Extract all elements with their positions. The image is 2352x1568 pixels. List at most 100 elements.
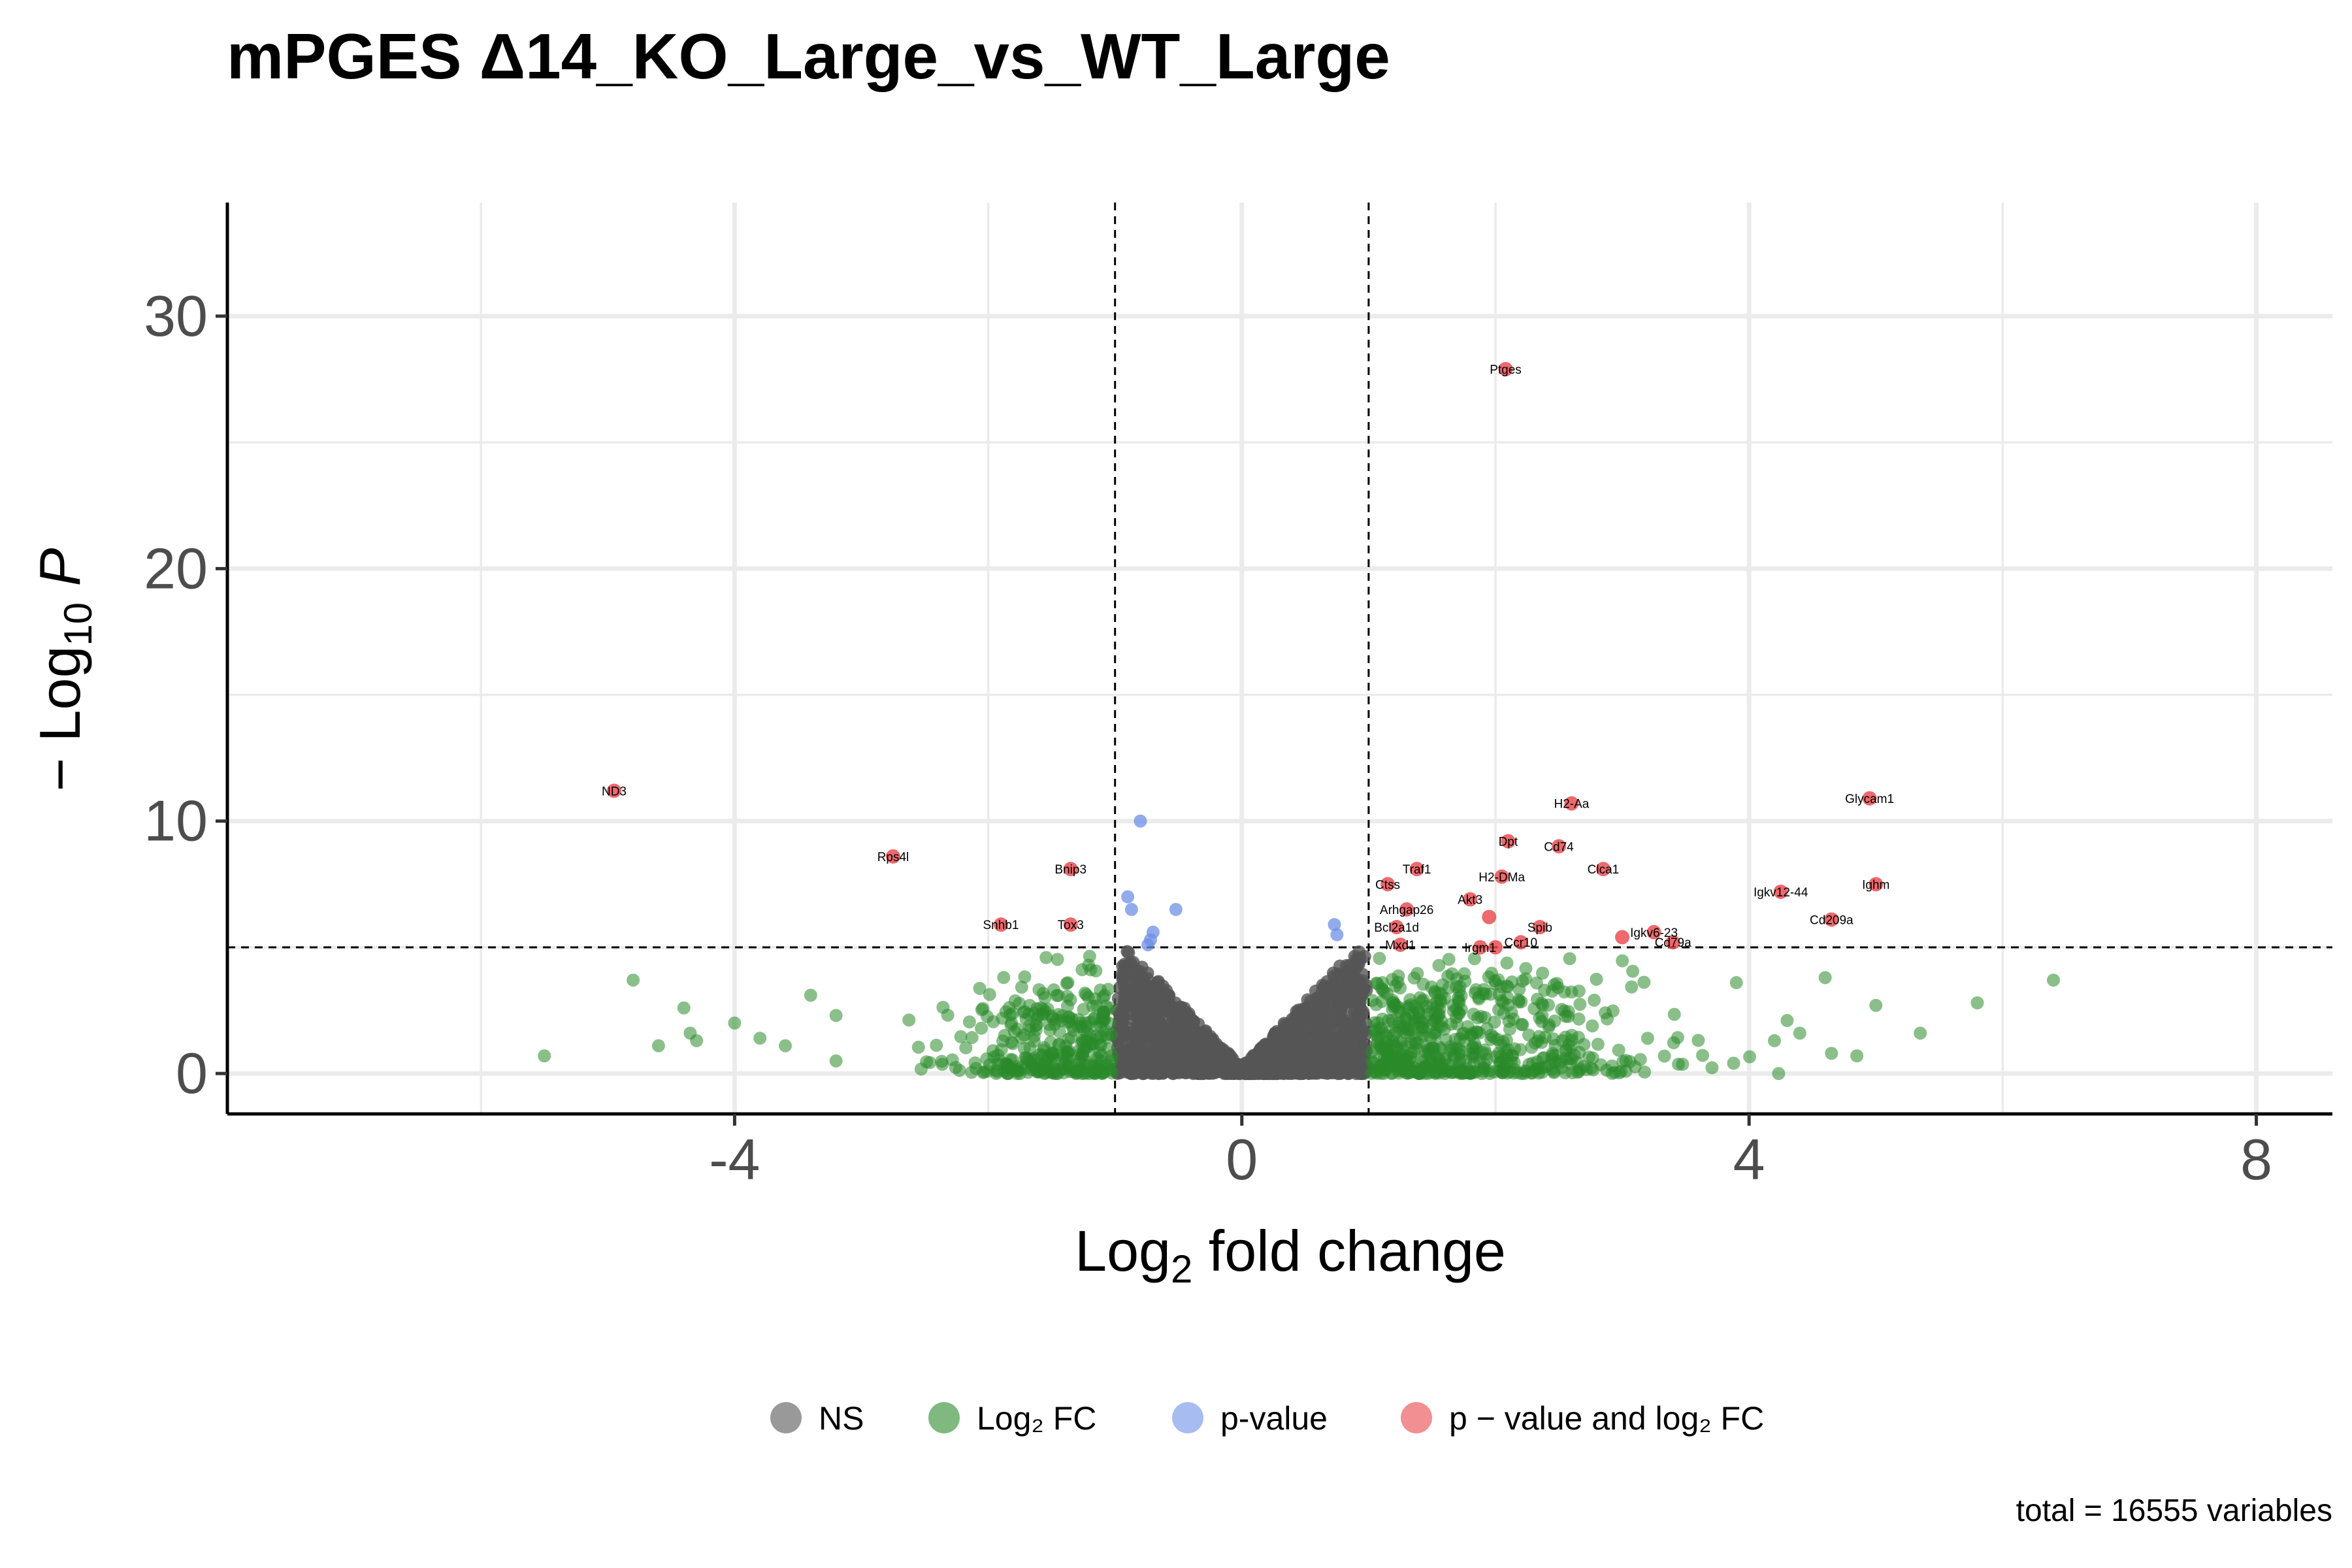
x-tick-label: 0 bbox=[1226, 1127, 1258, 1192]
chart-title: mPGES Δ14_KO_Large_vs_WT_Large bbox=[227, 20, 1390, 92]
log2fc-point bbox=[1571, 1056, 1584, 1070]
log2fc-point bbox=[1416, 977, 1430, 991]
log2fc-point bbox=[1625, 980, 1639, 994]
legend-label: p-value bbox=[1220, 1400, 1328, 1437]
gene-label: Bcl2a1d bbox=[1374, 921, 1419, 935]
log2fc-point bbox=[1051, 953, 1064, 966]
log2fc-point bbox=[1429, 1066, 1443, 1080]
caption: total = 16555 variables bbox=[2016, 1494, 2332, 1528]
pvalue-point bbox=[1121, 890, 1135, 904]
log2fc-point bbox=[1386, 1035, 1400, 1049]
log2fc-point bbox=[1082, 958, 1096, 972]
ns-point bbox=[1324, 985, 1338, 998]
log2fc-point bbox=[1616, 954, 1629, 968]
log2fc-point bbox=[1501, 998, 1515, 1012]
pvalue-point bbox=[1134, 814, 1147, 828]
log2fc-point bbox=[1772, 1067, 1786, 1081]
significant-point bbox=[1063, 917, 1078, 932]
ns-point bbox=[1317, 1021, 1331, 1034]
log2fc-point bbox=[953, 1064, 966, 1077]
legend-label: Log₂ FC bbox=[977, 1400, 1096, 1437]
ns-point bbox=[1290, 1055, 1303, 1069]
gene-label: ND3 bbox=[602, 785, 627, 798]
gene-label: Snhb1 bbox=[983, 919, 1019, 932]
log2fc-point bbox=[1422, 1005, 1435, 1019]
log2fc-point bbox=[1460, 1066, 1474, 1079]
log2fc-point bbox=[1696, 1049, 1710, 1062]
log2fc-point bbox=[627, 973, 640, 987]
log2fc-point bbox=[1103, 1001, 1117, 1015]
significant-points bbox=[606, 362, 1884, 955]
ns-point bbox=[1141, 972, 1154, 985]
log2fc-point bbox=[651, 1039, 665, 1053]
log2fc-point bbox=[1010, 1067, 1024, 1081]
gene-label: Ccr10 bbox=[1504, 936, 1537, 950]
log2fc-point bbox=[1412, 1006, 1426, 1020]
log2fc-point bbox=[1027, 1034, 1041, 1048]
significant-point bbox=[1389, 920, 1404, 935]
pvalue-point bbox=[1124, 902, 1138, 916]
log2fc-point bbox=[1103, 1054, 1117, 1068]
ns-point bbox=[1222, 1049, 1235, 1062]
log2fc-point bbox=[1060, 977, 1073, 990]
ns-point bbox=[1348, 1019, 1362, 1032]
gene-label: Clca1 bbox=[1588, 863, 1620, 877]
ns-point bbox=[1326, 966, 1340, 980]
pvalue-point bbox=[1169, 902, 1183, 916]
log2fc-point bbox=[1430, 1051, 1444, 1064]
log2fc-point bbox=[1386, 973, 1399, 987]
significant-point bbox=[1862, 791, 1877, 806]
log2fc-point bbox=[1641, 1032, 1654, 1045]
log2fc-point bbox=[1825, 1047, 1838, 1060]
ns-point bbox=[1155, 1037, 1169, 1051]
ns-point bbox=[1156, 1002, 1170, 1016]
gene-label: Rps4l bbox=[877, 851, 909, 864]
ns-point bbox=[1342, 1043, 1356, 1056]
ns-point bbox=[1353, 1046, 1367, 1060]
ns-point bbox=[1203, 1034, 1217, 1047]
log2fc-point bbox=[1018, 970, 1032, 984]
pvalue-point bbox=[1330, 928, 1344, 941]
log2fc-point bbox=[1032, 983, 1046, 996]
ns-point bbox=[1126, 996, 1139, 1009]
legend-swatch bbox=[928, 1402, 960, 1433]
log2fc-point bbox=[1394, 981, 1407, 995]
gene-label: H2-DMa bbox=[1478, 871, 1525, 885]
log2fc-point bbox=[1411, 966, 1424, 980]
log2fc-point bbox=[1850, 1049, 1864, 1063]
log2fc-point bbox=[1626, 964, 1640, 978]
log2fc-point bbox=[902, 1013, 916, 1027]
log2fc-point bbox=[538, 1049, 551, 1063]
gene-label: Irgm1 bbox=[1464, 941, 1496, 955]
ns-point bbox=[1298, 1003, 1312, 1017]
log2fc-point bbox=[1401, 1000, 1414, 1013]
log2fc-point bbox=[1432, 958, 1446, 972]
log2fc-point bbox=[1432, 1019, 1446, 1033]
gene-label: Igkv6-23 bbox=[1630, 926, 1678, 940]
log2fc-point bbox=[1442, 953, 1456, 966]
log2fc-points bbox=[538, 949, 2060, 1081]
ns-point bbox=[1270, 1024, 1284, 1038]
ns-point bbox=[1135, 1053, 1149, 1066]
log2fc-point bbox=[1409, 1066, 1423, 1079]
ns-point bbox=[1322, 1050, 1336, 1064]
ns-point bbox=[1142, 1022, 1156, 1036]
significant-point bbox=[1595, 862, 1610, 877]
log2fc-point bbox=[1004, 1053, 1017, 1066]
log2fc-point bbox=[1442, 1058, 1456, 1071]
log2fc-point bbox=[1484, 966, 1498, 980]
y-tick-label: 30 bbox=[144, 284, 208, 348]
log2fc-point bbox=[1548, 1014, 1561, 1028]
ns-point bbox=[1116, 971, 1130, 985]
ns-point bbox=[1260, 1041, 1273, 1054]
significant-point bbox=[1409, 862, 1424, 877]
ns-point bbox=[1123, 956, 1137, 970]
log2fc-point bbox=[1676, 1057, 1690, 1071]
log2fc-point bbox=[829, 1054, 843, 1068]
log2fc-point bbox=[1590, 972, 1603, 986]
pvalue-points bbox=[1121, 814, 1344, 952]
log2fc-point bbox=[677, 1001, 691, 1015]
ns-point bbox=[1187, 1049, 1201, 1063]
significant-point bbox=[1646, 924, 1661, 939]
